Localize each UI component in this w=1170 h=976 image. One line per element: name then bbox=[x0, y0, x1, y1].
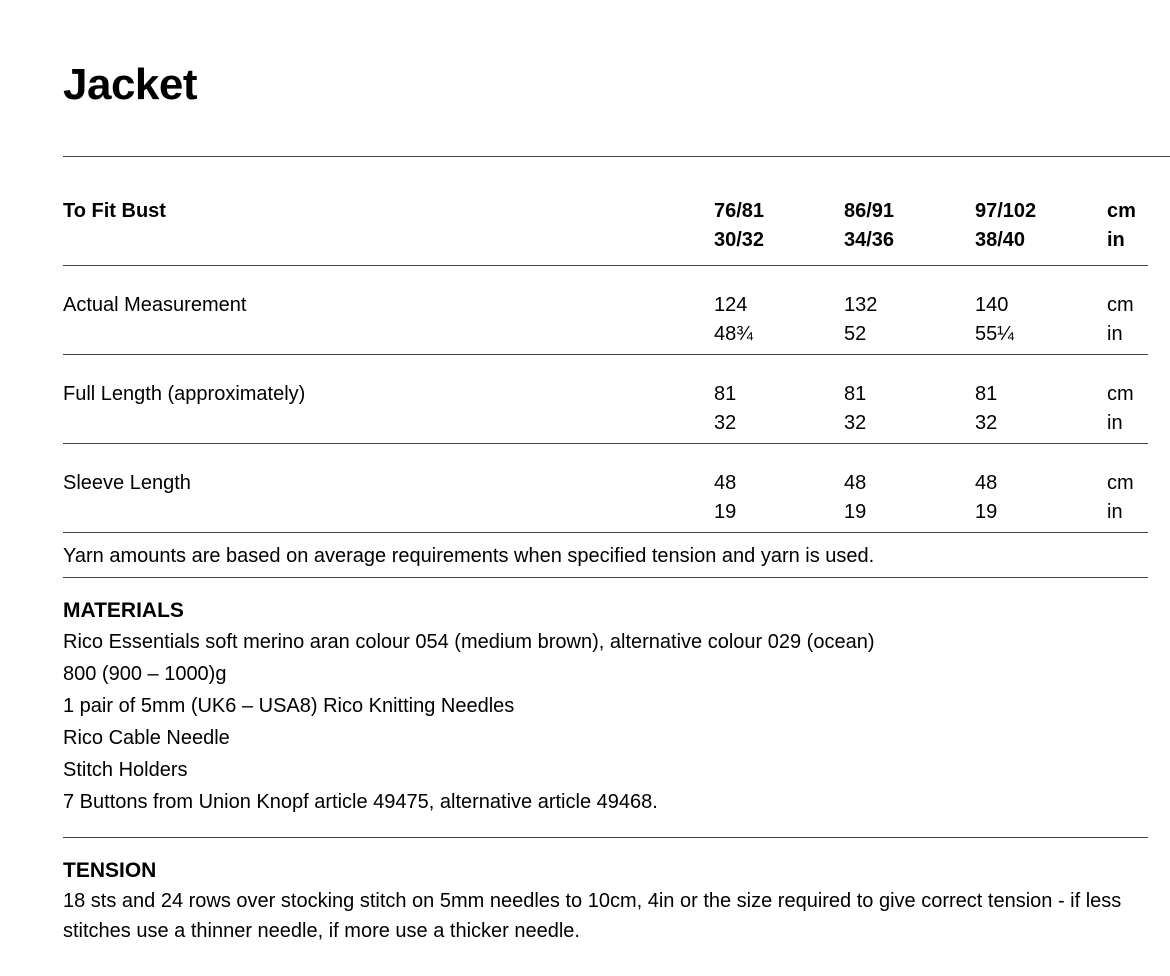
materials-item: 7 Buttons from Union Knopf article 49475… bbox=[63, 791, 658, 813]
size-table: To Fit Bust 76/81 30/32 86/91 34/36 97/1… bbox=[63, 157, 1148, 533]
materials-item: Rico Cable Needle bbox=[63, 727, 230, 749]
value-size-1: 124 48¾ bbox=[714, 291, 844, 349]
value-cm: 132 bbox=[844, 294, 878, 316]
value-cm: 81 bbox=[844, 383, 867, 405]
materials-item: Rico Essentials soft merino aran colour … bbox=[63, 631, 875, 653]
value-size-3: 81 32 bbox=[975, 380, 1107, 438]
row-label: Full Length (approximately) bbox=[63, 383, 306, 405]
materials-section: MATERIALS Rico Essentials soft merino ar… bbox=[63, 578, 1148, 818]
value-in: 19 bbox=[844, 501, 867, 523]
value-in: 48¾ bbox=[714, 323, 753, 345]
unit-in: in bbox=[1107, 501, 1123, 523]
value-cm: 81 bbox=[714, 383, 737, 405]
table-row-full-length: Full Length (approximately) 81 32 81 32 … bbox=[63, 355, 1148, 444]
size-in-line: 30/32 bbox=[714, 229, 765, 251]
materials-divider bbox=[63, 837, 1148, 838]
yarn-note-row: Yarn amounts are based on average requir… bbox=[63, 533, 1148, 578]
value-cm: 124 bbox=[714, 294, 748, 316]
unit-in: in bbox=[1107, 412, 1123, 434]
size-cm-line: 97/102 bbox=[975, 200, 1037, 222]
row-units: cm in bbox=[1107, 380, 1148, 438]
value-size-3: 140 55¼ bbox=[975, 291, 1107, 349]
value-size-2: 48 19 bbox=[844, 469, 975, 527]
value-in: 32 bbox=[714, 412, 737, 434]
materials-heading: MATERIALS bbox=[63, 599, 184, 622]
size-cm-line: 76/81 bbox=[714, 200, 765, 222]
unit-in: in bbox=[1107, 323, 1123, 345]
value-cm: 48 bbox=[714, 472, 737, 494]
row-label: Sleeve Length bbox=[63, 472, 191, 494]
size-in-line: 38/40 bbox=[975, 229, 1026, 251]
yarn-note-text: Yarn amounts are based on average requir… bbox=[63, 545, 875, 567]
value-size-3: 48 19 bbox=[975, 469, 1107, 527]
value-size-2: 81 32 bbox=[844, 380, 975, 438]
value-size-1: 48 19 bbox=[714, 469, 844, 527]
header-size-1: 76/81 30/32 bbox=[714, 197, 844, 255]
unit-cm: cm bbox=[1107, 200, 1136, 222]
materials-item: 1 pair of 5mm (UK6 – USA8) Rico Knitting… bbox=[63, 695, 515, 717]
value-cm: 48 bbox=[975, 472, 998, 494]
value-in: 32 bbox=[844, 412, 867, 434]
value-in: 32 bbox=[975, 412, 998, 434]
header-size-3: 97/102 38/40 bbox=[975, 197, 1107, 255]
table-row-actual-measurement: Actual Measurement 124 48¾ 132 52 140 55… bbox=[63, 266, 1148, 355]
materials-item: 800 (900 – 1000)g bbox=[63, 663, 227, 685]
row-units: cm in bbox=[1107, 291, 1148, 349]
size-in-line: 34/36 bbox=[844, 229, 895, 251]
value-in: 19 bbox=[714, 501, 737, 523]
value-size-2: 132 52 bbox=[844, 291, 975, 349]
size-cm-line: 86/91 bbox=[844, 200, 895, 222]
value-cm: 81 bbox=[975, 383, 998, 405]
row-units: cm in bbox=[1107, 469, 1148, 527]
unit-cm: cm bbox=[1107, 294, 1134, 316]
page-title: Jacket bbox=[63, 60, 198, 109]
header-size-2: 86/91 34/36 bbox=[844, 197, 975, 255]
tension-text: 18 sts and 24 rows over stocking stitch … bbox=[63, 890, 1122, 942]
table-row-sleeve-length: Sleeve Length 48 19 48 19 48 19 cm in bbox=[63, 444, 1148, 533]
value-in: 52 bbox=[844, 323, 867, 345]
value-cm: 48 bbox=[844, 472, 867, 494]
tension-section: TENSION 18 sts and 24 rows over stocking… bbox=[63, 838, 1148, 946]
header-label: To Fit Bust bbox=[63, 200, 166, 222]
unit-cm: cm bbox=[1107, 383, 1134, 405]
materials-list: Rico Essentials soft merino aran colour … bbox=[63, 623, 1148, 818]
value-in: 55¼ bbox=[975, 323, 1014, 345]
size-table-header-row: To Fit Bust 76/81 30/32 86/91 34/36 97/1… bbox=[63, 157, 1148, 266]
value-cm: 140 bbox=[975, 294, 1009, 316]
row-label: Actual Measurement bbox=[63, 294, 247, 316]
header-units: cm in bbox=[1107, 197, 1148, 255]
title-divider bbox=[63, 156, 1170, 157]
unit-cm: cm bbox=[1107, 472, 1134, 494]
materials-item: Stitch Holders bbox=[63, 759, 188, 781]
unit-in: in bbox=[1107, 229, 1125, 251]
value-in: 19 bbox=[975, 501, 998, 523]
value-size-1: 81 32 bbox=[714, 380, 844, 438]
tension-heading: TENSION bbox=[63, 859, 157, 882]
